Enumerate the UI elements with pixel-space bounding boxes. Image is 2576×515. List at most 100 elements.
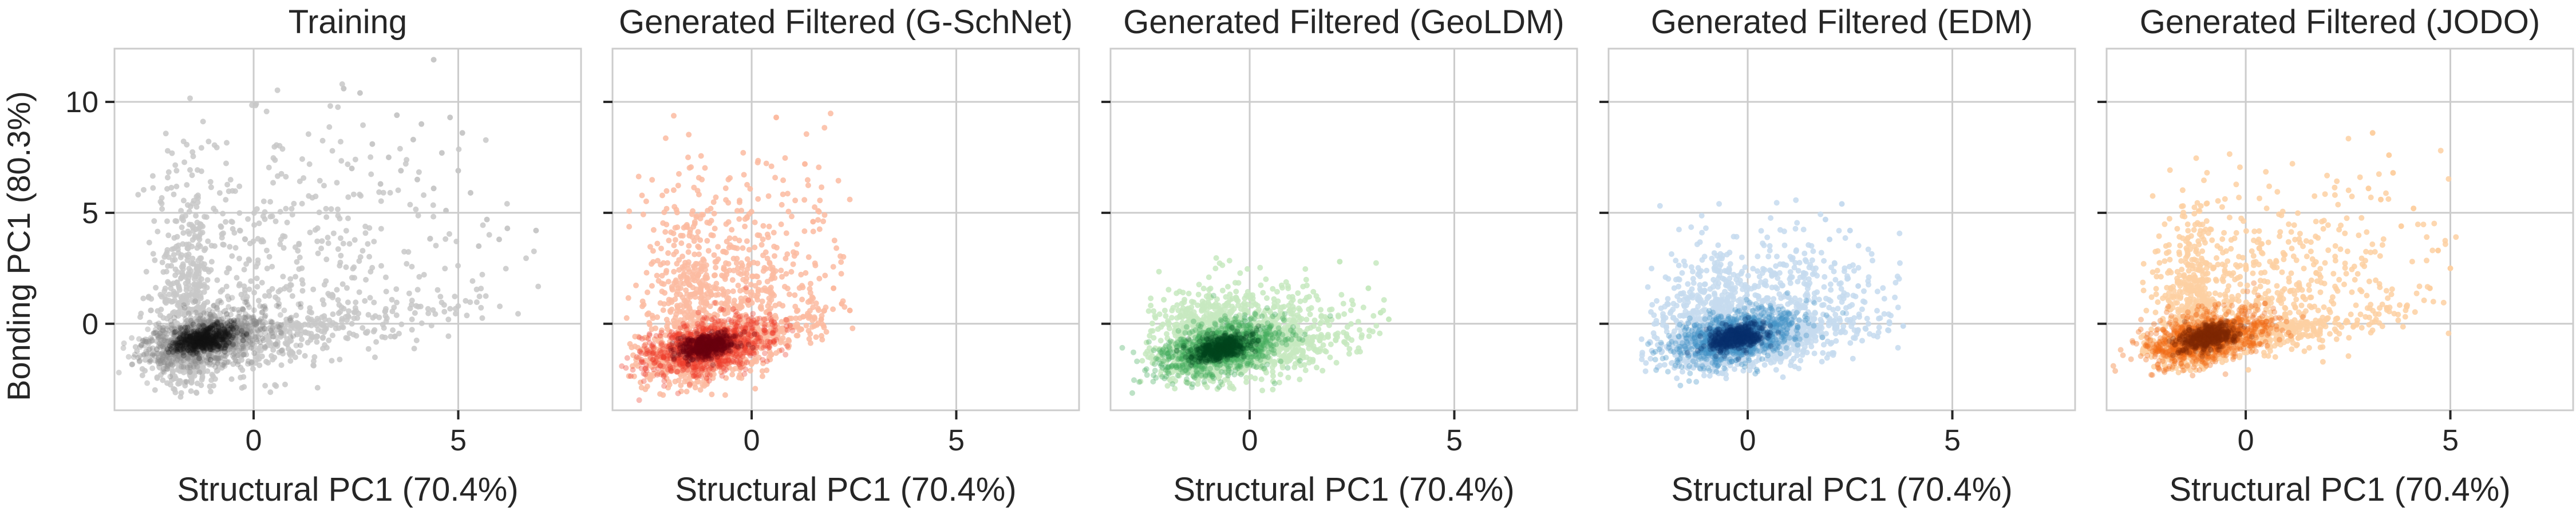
scatter-point (175, 348, 181, 355)
scatter-point (688, 379, 694, 386)
scatter-point (240, 374, 247, 380)
scatter-point (335, 297, 341, 303)
scatter-point (196, 331, 202, 336)
scatter-point (173, 218, 180, 224)
scatter-point (210, 303, 216, 309)
scatter-point (249, 102, 255, 108)
scatter-point (205, 329, 211, 335)
scatter-point (309, 310, 314, 316)
scatter-point (337, 263, 343, 269)
scatter-point (310, 362, 317, 369)
scatter-point (199, 327, 205, 334)
scatter-point (504, 225, 511, 232)
scatter-point (215, 333, 221, 339)
scatter-point (192, 340, 199, 346)
scatter-point (748, 289, 754, 295)
scatter-point (214, 343, 220, 349)
scatter-point (700, 347, 706, 354)
scatter-point (200, 344, 206, 351)
scatter-point (729, 277, 736, 283)
scatter-point (214, 335, 220, 341)
scatter-point (157, 330, 163, 336)
scatter-point (739, 359, 745, 365)
scatter-point (208, 342, 215, 348)
plot-frame (113, 47, 582, 411)
scatter-point (243, 336, 250, 342)
scatter-point (718, 361, 725, 367)
scatter-point (185, 348, 192, 355)
scatter-point (210, 337, 216, 343)
scatter-point (183, 338, 189, 344)
scatter-point (178, 330, 184, 336)
scatter-point (216, 343, 222, 350)
scatter-point (452, 294, 458, 300)
scatter-point (341, 85, 347, 92)
scatter-point (682, 340, 689, 346)
scatter-point (186, 339, 192, 345)
scatter-point (227, 339, 233, 345)
scatter-point (226, 334, 232, 340)
scatter-point (284, 219, 290, 225)
scatter-point (216, 336, 222, 343)
scatter-point (155, 228, 161, 235)
scatter-point (212, 332, 218, 339)
scatter-point (442, 236, 449, 242)
scatter-point (180, 342, 185, 348)
scatter-point (409, 298, 415, 304)
scatter-point (714, 312, 720, 319)
scatter-point (798, 271, 804, 278)
scatter-point (195, 337, 201, 343)
scatter-point (262, 216, 268, 223)
scatter-point (189, 255, 196, 262)
scatter-point (185, 344, 192, 351)
scatter-point (195, 333, 201, 339)
scatter-point (677, 291, 683, 298)
scatter-point (224, 140, 230, 146)
scatter-point (195, 336, 202, 343)
scatter-point (235, 361, 241, 367)
scatter-point (228, 324, 234, 330)
scatter-point (425, 306, 431, 312)
scatter-point (171, 343, 177, 350)
scatter-point (202, 247, 207, 253)
scatter-point (208, 332, 215, 339)
scatter-point (179, 353, 185, 359)
scatter-point (197, 350, 204, 356)
scatter-point (213, 316, 219, 323)
scatter-point (190, 336, 196, 343)
scatter-point (721, 264, 727, 271)
scatter-point (188, 318, 194, 324)
scatter-point (212, 348, 219, 354)
scatter-point (763, 160, 769, 167)
scatter-point (193, 340, 199, 346)
scatter-point (208, 346, 214, 352)
scatter-point (170, 351, 176, 358)
scatter-point (189, 320, 196, 326)
scatter-point (181, 159, 188, 165)
scatter-point (345, 335, 351, 342)
scatter-point (784, 191, 791, 197)
scatter-point (740, 150, 746, 156)
scatter-point (204, 332, 210, 339)
scatter-point (132, 351, 138, 358)
scatter-point (730, 335, 737, 340)
scatter-point (176, 325, 183, 331)
scatter-point (715, 244, 721, 250)
scatter-point (195, 338, 202, 344)
scatter-point (235, 327, 242, 333)
scatter-point (164, 175, 171, 181)
scatter-point (255, 236, 261, 242)
scatter-point (298, 300, 304, 307)
scatter-point (168, 346, 174, 352)
scatter-point (230, 328, 236, 335)
scatter-point (197, 320, 203, 327)
scatter-point (681, 311, 688, 317)
scatter-point (248, 278, 254, 284)
scatter-point (214, 333, 220, 339)
scatter-point (207, 346, 213, 352)
scatter-point (219, 344, 224, 351)
scatter-point (247, 329, 254, 335)
scatter-point (228, 329, 234, 335)
scatter-point (202, 318, 207, 324)
scatter-point (738, 208, 745, 213)
